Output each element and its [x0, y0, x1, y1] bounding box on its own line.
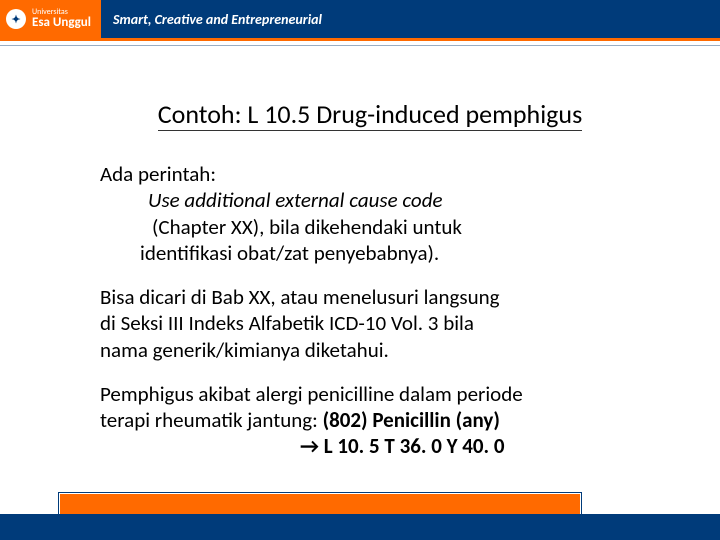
paragraph-1: Ada perintah: Use additional external ca… — [100, 161, 640, 266]
paragraph-2: Bisa dicari di Bab XX, atau menelusuri l… — [100, 284, 640, 363]
footer-blue-bar — [0, 514, 720, 540]
slide-title: Contoh: L 10.5 Drug-induced pemphigus — [158, 98, 583, 131]
slide-content: Contoh: L 10.5 Drug-induced pemphigus Ad… — [0, 38, 720, 461]
line-use-additional: Use additional external cause code — [100, 187, 640, 213]
line-chapter: (Chapter XX), bila dikehendaki untuk — [100, 214, 640, 240]
para2-line-a: Bisa dicari di Bab XX, atau menelusuri l… — [100, 284, 640, 310]
para3-line-b: terapi rheumatik jantung: (802) Penicill… — [100, 407, 640, 433]
line-identifikasi: identifikasi obat/zat penyebabnya). — [100, 240, 640, 266]
para2-line-c: nama generik/kimianya diketahui. — [100, 337, 640, 363]
paragraph-3: Pemphigus akibat alergi penicilline dala… — [100, 381, 640, 461]
logo: ✦ Universitas Esa Unggul — [0, 0, 101, 38]
line-ada-perintah: Ada perintah: — [100, 161, 640, 187]
logo-text: Universitas Esa Unggul — [32, 8, 91, 30]
logo-mark-icon: ✦ — [6, 9, 26, 29]
header-bar: ✦ Universitas Esa Unggul Smart, Creative… — [0, 0, 720, 38]
accent-bar — [0, 38, 720, 41]
para2-line-b: di Seksi III Indeks Alfabetik ICD-10 Vol… — [100, 310, 640, 336]
codes-line: → L 10. 5 T 36. 0 Y 40. 0 — [100, 433, 640, 460]
tagline: Smart, Creative and Entrepreneurial — [113, 11, 322, 28]
codes-text: → L 10. 5 T 36. 0 Y 40. 0 — [300, 433, 505, 459]
footer — [0, 494, 720, 540]
logo-big: Esa Unggul — [32, 16, 91, 30]
para3-plain: terapi rheumatik jantung: — [100, 407, 323, 433]
para3-bold: (802) Penicillin (any) — [323, 407, 500, 433]
para3-line-a: Pemphigus akibat alergi penicilline dala… — [100, 381, 640, 407]
divider-line — [0, 45, 720, 46]
footer-orange-bar — [60, 494, 580, 514]
